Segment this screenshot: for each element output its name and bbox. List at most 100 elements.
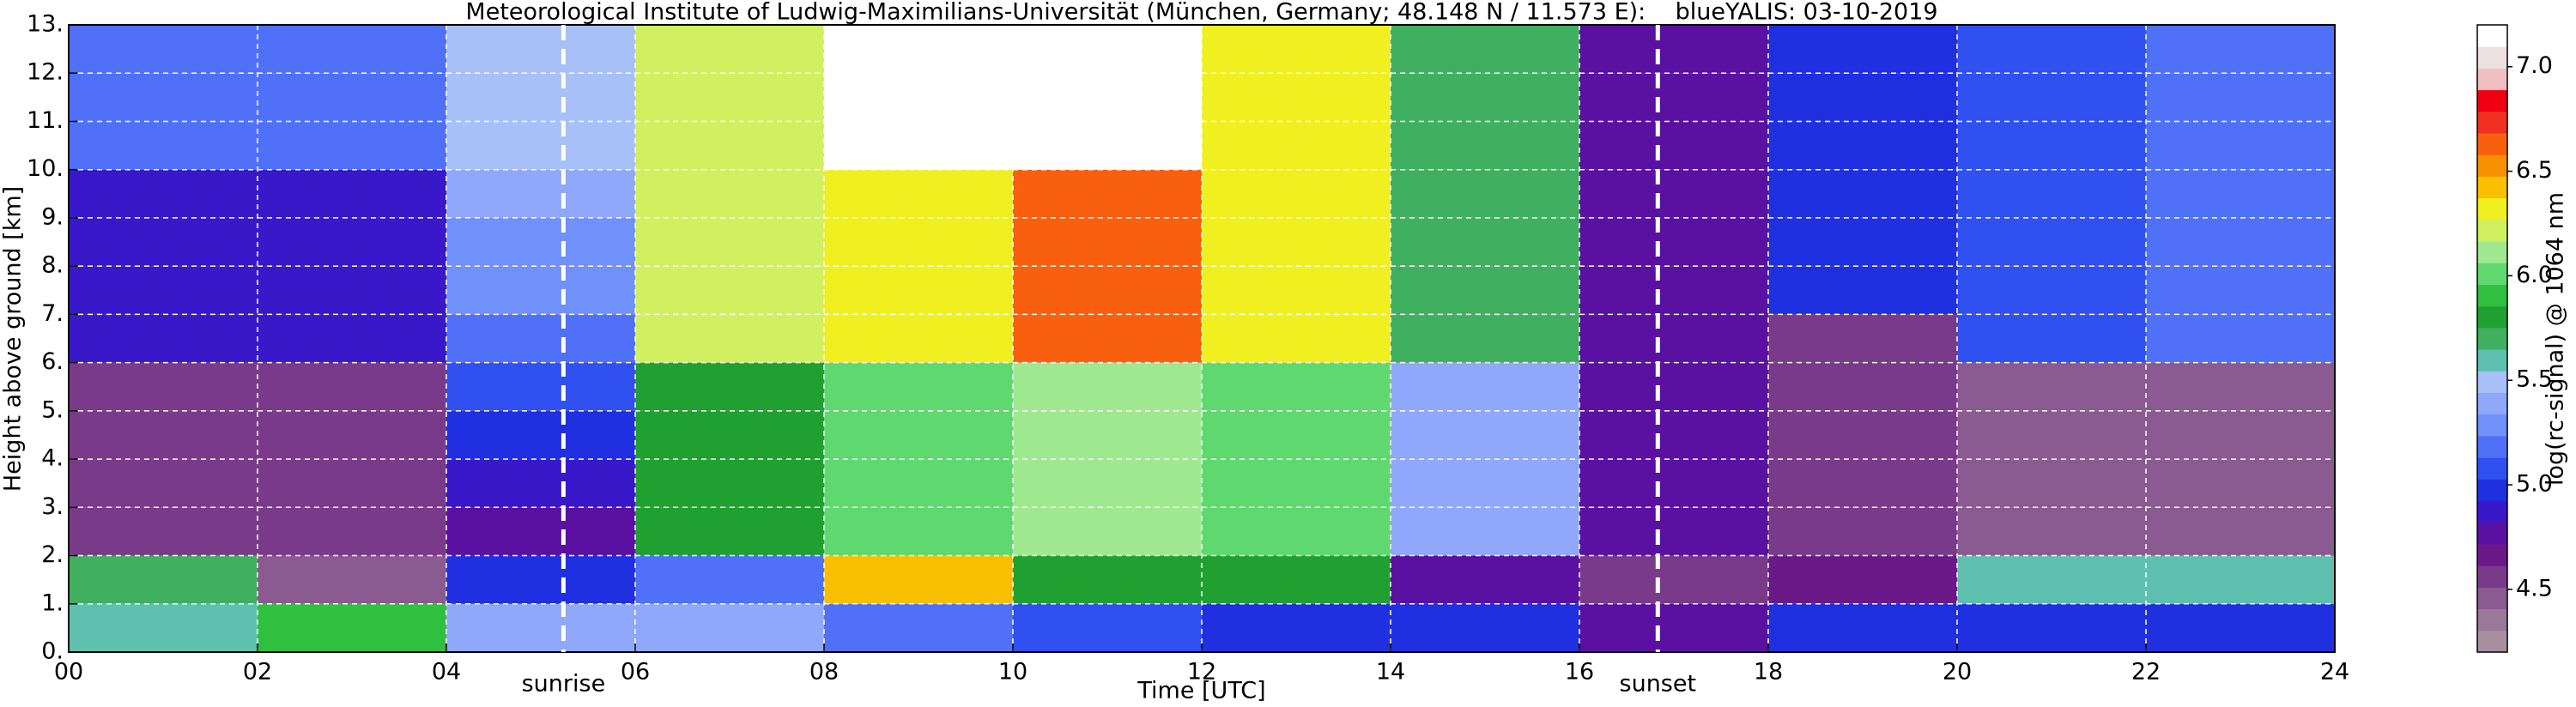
heatmap-cell — [635, 410, 824, 460]
colorbar-band — [2477, 241, 2507, 263]
colorbar-band — [2477, 111, 2507, 134]
colorbar-label: log(rc-signal) @ 1064 nm — [2543, 192, 2569, 486]
heatmap-cell — [1202, 217, 1391, 267]
heatmap-cell — [1391, 217, 1579, 267]
heatmap-cell — [2146, 266, 2335, 315]
y-tick-label: 11. — [27, 107, 64, 134]
heatmap-cell — [1957, 217, 2146, 267]
heatmap-cell — [1013, 266, 1202, 315]
heatmap-cell — [1202, 314, 1391, 363]
y-tick-label: 2. — [41, 541, 64, 568]
plot-frame — [68, 24, 2336, 653]
heatmap-cell — [2146, 507, 2335, 556]
heatmap-cell — [1202, 362, 1391, 411]
heatmap-cell — [635, 217, 824, 267]
heatmap-cell — [1579, 25, 1768, 74]
heatmap-cell — [1391, 266, 1579, 315]
heatmap-cell — [1768, 73, 1957, 122]
heatmap-cell — [1013, 362, 1202, 411]
heatmap-cell — [1768, 362, 1957, 411]
heatmap-cell — [824, 603, 1013, 652]
heatmap-cell — [1579, 73, 1768, 122]
heatmap-cell — [1957, 25, 2146, 74]
colorbar-band — [2477, 219, 2507, 242]
heatmap-cell — [2146, 121, 2335, 170]
colorbar-tick-label: 6.5 — [2516, 157, 2553, 184]
heatmap-cell — [1013, 217, 1202, 267]
heatmap-cell — [635, 73, 824, 122]
heatmap-cell — [1579, 555, 1768, 604]
heatmap-cell — [824, 169, 1013, 218]
heatmap-cell — [446, 410, 635, 460]
heatmap-cell — [1768, 169, 1957, 218]
heatmap-cell — [1013, 459, 1202, 508]
heatmap-cell — [635, 121, 824, 170]
colorbar-tick-label: 5.0 — [2516, 471, 2553, 498]
heatmap-cell — [1202, 459, 1391, 508]
y-tick-label: 13. — [27, 11, 64, 38]
heatmap-cell — [1579, 507, 1768, 556]
heatmap-cell — [1013, 555, 1202, 604]
heatmap-cell — [69, 266, 258, 315]
heatmap-cell — [1579, 410, 1768, 460]
heatmap-cell — [1202, 603, 1391, 652]
heatmap-cell — [1579, 121, 1768, 170]
heatmap-cell — [1768, 555, 1957, 604]
colorbar-band — [2477, 46, 2507, 69]
colorbar-band — [2477, 608, 2507, 631]
x-tick-label: 06 — [621, 659, 650, 686]
colorbar-band — [2477, 89, 2507, 112]
heatmap-cell — [2146, 603, 2335, 652]
heatmap-cell — [1957, 410, 2146, 460]
y-tick-label: 4. — [41, 445, 64, 472]
heatmap-cell — [2146, 217, 2335, 267]
heatmap-cell — [1391, 362, 1579, 411]
heatmap-cell — [1391, 314, 1579, 363]
heatmap-cell — [1768, 121, 1957, 170]
heatmap-cell — [635, 169, 824, 218]
annotation-label: sunset — [1620, 671, 1697, 698]
x-tick-label: 16 — [1565, 659, 1594, 686]
heatmap-cell — [446, 73, 635, 122]
heatmap-cell — [69, 410, 258, 460]
colorbar-tick-label: 5.5 — [2516, 366, 2553, 393]
colorbar-band — [2477, 392, 2507, 415]
x-axis-label: Time [UTC] — [1136, 678, 1265, 704]
heatmap-cell — [824, 266, 1013, 315]
heatmap-cell — [1957, 362, 2146, 411]
heatmap-cell — [446, 121, 635, 170]
heatmap-cell — [1202, 555, 1391, 604]
colorbar-band — [2477, 500, 2507, 523]
heatmap-cell — [69, 25, 258, 74]
heatmap-cell — [1579, 314, 1768, 363]
colorbar-band — [2477, 349, 2507, 372]
heatmap-cell — [258, 25, 446, 74]
heatmap-cell — [1957, 266, 2146, 315]
y-tick-label: 10. — [27, 155, 64, 182]
y-tick-label: 8. — [41, 252, 64, 279]
heatmap-cell — [824, 73, 1013, 122]
heatmap-cell — [824, 459, 1013, 508]
heatmap-cell — [258, 362, 446, 411]
heatmap-cell — [1202, 73, 1391, 122]
y-tick-label: 1. — [41, 589, 64, 616]
heatmap-cell — [446, 266, 635, 315]
colorbar-band — [2477, 522, 2507, 545]
y-tick-label: 6. — [41, 348, 64, 375]
heatmap-cell — [446, 459, 635, 508]
heatmap-cell — [258, 121, 446, 170]
heatmap-cell — [1013, 121, 1202, 170]
colorbar-frame — [2476, 24, 2508, 653]
y-tick-label: 0. — [41, 638, 64, 665]
heatmap-cell — [2146, 314, 2335, 363]
heatmap-cell — [1579, 266, 1768, 315]
colorbar-band — [2477, 154, 2507, 177]
heatmap-cell — [1013, 507, 1202, 556]
heatmap-cell — [635, 459, 824, 508]
heatmap-cell — [1013, 73, 1202, 122]
colorbar-band — [2477, 176, 2507, 199]
x-tick-label: 10 — [998, 659, 1027, 686]
heatmap-cell — [258, 217, 446, 267]
heatmap-cell — [1391, 603, 1579, 652]
heatmap-cell — [69, 73, 258, 122]
